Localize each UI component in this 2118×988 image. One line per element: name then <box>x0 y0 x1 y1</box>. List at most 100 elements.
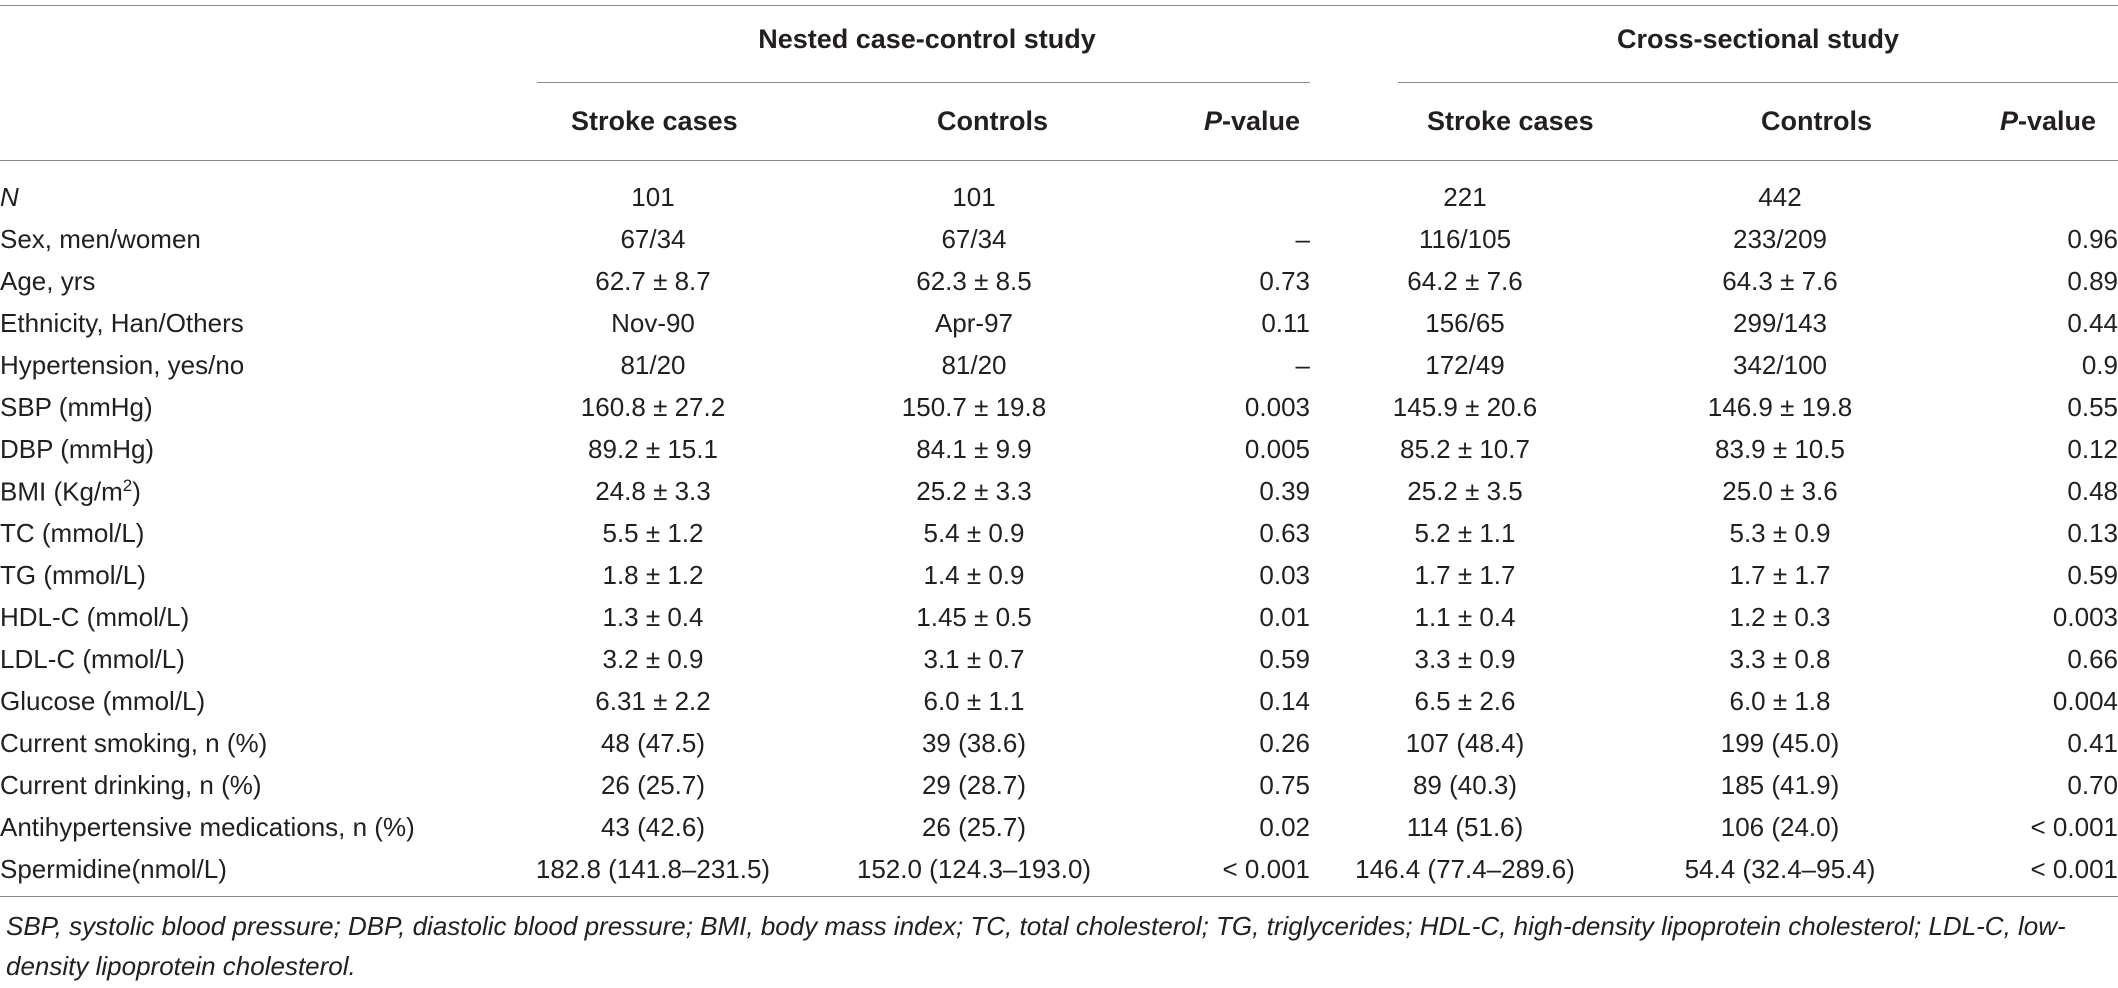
cell-stroke-cases-cross: 1.1 ± 0.4 <box>1414 602 1516 632</box>
cell-controls-nested: 62.3 ± 8.5 <box>916 266 1032 296</box>
cell-controls-nested: 5.4 ± 0.9 <box>923 518 1025 548</box>
cell-controls-nested: Apr-97 <box>934 308 1014 338</box>
cell-controls-cross: 342/100 <box>1733 350 1827 380</box>
data-table: N 101 101 221 442 Sex, men/women 67/34 67/34 – 11… <box>0 176 2118 890</box>
table-row: Current drinking, n (%) 26 (25.7) 29 (28.7… <box>0 764 2118 806</box>
cell-stroke-cases-cross: 6.5 ± 2.6 <box>1414 686 1516 716</box>
cell-controls-nested: 84.1 ± 9.9 <box>916 434 1032 464</box>
cell-p-value-nested: 0.11 <box>1261 308 1310 338</box>
cell-controls-cross: 185 (41.9) <box>1720 770 1840 800</box>
cell-stroke-cases-nested: 5.5 ± 1.2 <box>602 518 704 548</box>
col-header-p-value-cross: P-value <box>2000 106 2097 136</box>
cell-stroke-cases-nested: 43 (42.6) <box>600 812 706 842</box>
col-header-p-value-nested: P-value <box>1204 106 1301 136</box>
row-label: DBP (mmHg) <box>0 434 155 464</box>
table-row: TG (mmol/L) 1.8 ± 1.2 1.4 ± 0.9 0.03 1.7 ± 1… <box>0 554 2118 596</box>
cell-stroke-cases-cross: 89 (40.3) <box>1412 770 1518 800</box>
cell-controls-nested: 81/20 <box>941 350 1007 380</box>
cell-stroke-cases-nested: 24.8 ± 3.3 <box>595 476 711 506</box>
cell-p-value-cross: < 0.001 <box>2030 812 2118 842</box>
cell-p-value-nested: 0.03 <box>1259 560 1310 590</box>
cell-controls-nested: 3.1 ± 0.7 <box>923 644 1025 674</box>
col-header-controls-nested: Controls <box>937 106 1048 136</box>
cell-controls-nested: 29 (28.7) <box>921 770 1027 800</box>
table-row: Hypertension, yes/no 81/20 81/20 – 172/49 342… <box>0 344 2118 386</box>
cell-stroke-cases-cross: 172/49 <box>1425 350 1505 380</box>
row-label: Current drinking, n (%) <box>0 770 262 800</box>
cell-controls-cross: 54.4 (32.4–95.4) <box>1684 854 1876 884</box>
cell-controls-nested: 26 (25.7) <box>921 812 1027 842</box>
group-header-cross-sectional: Cross-sectional study <box>1616 24 1900 54</box>
cell-p-value-cross: 0.12 <box>2067 434 2118 464</box>
cell-p-value-cross: 0.66 <box>2067 644 2118 674</box>
cell-stroke-cases-cross: 85.2 ± 10.7 <box>1400 434 1530 464</box>
cell-stroke-cases-cross: 107 (48.4) <box>1405 728 1525 758</box>
cell-stroke-cases-cross: 145.9 ± 20.6 <box>1392 392 1538 422</box>
cell-stroke-cases-cross: 156/65 <box>1425 308 1505 338</box>
cell-p-value-nested: 0.26 <box>1259 728 1310 758</box>
cell-stroke-cases-cross: 64.2 ± 7.6 <box>1407 266 1523 296</box>
table-body: N 101 101 221 442 Sex, men/women 67/34 67/34 – 11… <box>0 176 2118 890</box>
table-row: HDL-C (mmol/L) 1.3 ± 0.4 1.45 ± 0.5 0.01 1.1… <box>0 596 2118 638</box>
cell-stroke-cases-cross: 3.3 ± 0.9 <box>1414 644 1516 674</box>
group-rule-nested <box>537 82 1310 83</box>
table-row: Glucose (mmol/L) 6.31 ± 2.2 6.0 ± 1.1 0.14 6… <box>0 680 2118 722</box>
cell-p-value-cross <box>1940 176 2118 218</box>
cell-p-value-cross: 0.9 <box>2081 350 2118 380</box>
cell-stroke-cases-nested: 89.2 ± 15.1 <box>588 434 718 464</box>
cell-p-value-nested: 0.75 <box>1259 770 1310 800</box>
row-label: Age, yrs <box>0 266 96 296</box>
table-row: Current smoking, n (%) 48 (47.5) 39 (38.6)… <box>0 722 2118 764</box>
cell-p-value-cross: 0.59 <box>2067 560 2118 590</box>
group-rule-cross <box>1398 82 2118 83</box>
cell-controls-nested: 39 (38.6) <box>921 728 1027 758</box>
table-row: TC (mmol/L) 5.5 ± 1.2 5.4 ± 0.9 0.63 5.2 ± 1… <box>0 512 2118 554</box>
col-header-stroke-cases-nested: Stroke cases <box>571 106 738 136</box>
cell-controls-cross: 25.0 ± 3.6 <box>1722 476 1838 506</box>
cell-stroke-cases-nested: 182.8 (141.8–231.5) <box>535 854 771 884</box>
cell-stroke-cases-nested: 160.8 ± 27.2 <box>580 392 726 422</box>
row-label: Antihypertensive medications, n (%) <box>0 812 415 842</box>
cell-controls-cross: 442 <box>1758 182 1802 212</box>
cell-p-value-nested: 0.39 <box>1259 476 1310 506</box>
cell-controls-cross: 1.7 ± 1.7 <box>1729 560 1831 590</box>
col-header-stroke-cases-cross: Stroke cases <box>1427 106 1594 136</box>
cell-p-value-cross: 0.41 <box>2067 728 2118 758</box>
cell-p-value-cross: 0.44 <box>2067 308 2118 338</box>
cell-controls-cross: 199 (45.0) <box>1720 728 1840 758</box>
cell-stroke-cases-nested: 6.31 ± 2.2 <box>595 686 711 716</box>
table-row: BMI (Kg/m2) 24.8 ± 3.3 25.2 ± 3.3 0.39 25.2 … <box>0 470 2118 512</box>
cell-p-value-cross: 0.003 <box>2052 602 2118 632</box>
footnote: SBP, systolic blood pressure; DBP, diast… <box>6 911 2066 981</box>
cell-controls-nested: 1.4 ± 0.9 <box>923 560 1025 590</box>
row-label: TG (mmol/L) <box>0 560 146 590</box>
table-row: Antihypertensive medications, n (%) 43 (4… <box>0 806 2118 848</box>
cell-stroke-cases-nested: 3.2 ± 0.9 <box>602 644 704 674</box>
table-row: DBP (mmHg) 89.2 ± 15.1 84.1 ± 9.9 0.005 85.2… <box>0 428 2118 470</box>
cell-stroke-cases-nested: 67/34 <box>620 224 686 254</box>
cell-controls-cross: 146.9 ± 19.8 <box>1707 392 1853 422</box>
row-label: Sex, men/women <box>0 224 201 254</box>
row-label: HDL-C (mmol/L) <box>0 602 190 632</box>
table-row: Age, yrs 62.7 ± 8.7 62.3 ± 8.5 0.73 64.2 ± 7… <box>0 260 2118 302</box>
row-label: Spermidine(nmol/L) <box>0 854 227 884</box>
cell-stroke-cases-nested: 1.8 ± 1.2 <box>602 560 704 590</box>
table-row: SBP (mmHg) 160.8 ± 27.2 150.7 ± 19.8 0.003 1… <box>0 386 2118 428</box>
cell-controls-nested: 1.45 ± 0.5 <box>916 602 1032 632</box>
cell-p-value-nested: – <box>1295 224 1310 254</box>
cell-controls-nested: 25.2 ± 3.3 <box>916 476 1032 506</box>
cell-stroke-cases-nested: Nov-90 <box>611 308 695 338</box>
cell-controls-cross: 6.0 ± 1.8 <box>1729 686 1831 716</box>
cell-stroke-cases-nested: 26 (25.7) <box>600 770 706 800</box>
cell-controls-nested: 67/34 <box>941 224 1007 254</box>
cell-controls-cross: 299/143 <box>1733 308 1827 338</box>
cell-controls-nested: 152.0 (124.3–193.0) <box>856 854 1092 884</box>
table-row: Ethnicity, Han/Others Nov-90 Apr-97 0.11 156… <box>0 302 2118 344</box>
cell-p-value-nested: 0.14 <box>1259 686 1310 716</box>
cell-p-value-nested: 0.005 <box>1244 434 1310 464</box>
cell-stroke-cases-nested: 62.7 ± 8.7 <box>595 266 711 296</box>
row-label: Current smoking, n (%) <box>0 728 268 758</box>
cell-p-value-nested: 0.02 <box>1259 812 1310 842</box>
cell-p-value-cross: < 0.001 <box>2030 854 2118 884</box>
cell-p-value-nested: – <box>1295 350 1310 380</box>
